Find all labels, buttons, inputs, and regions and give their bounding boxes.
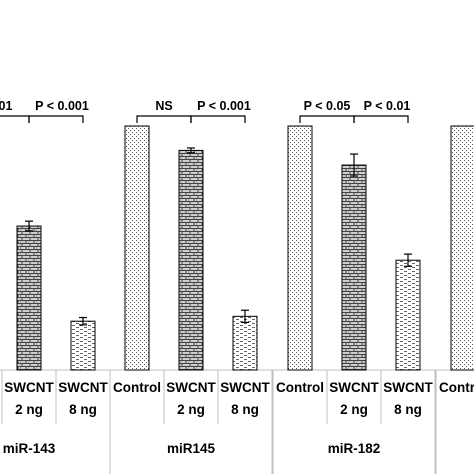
significance-label: P < 0.001 [35, 99, 89, 113]
category-label: Control [113, 380, 161, 395]
bar [178, 149, 204, 371]
category-label: 2 ng [340, 402, 368, 417]
significance-label: NS [155, 99, 172, 113]
significance-bracket [28, 115, 84, 123]
group-label: miR-182 [328, 441, 381, 456]
category-label: SWCNT [4, 380, 54, 395]
category-label: Control [276, 380, 324, 395]
significance-bracket [190, 115, 246, 123]
group-label: miR145 [167, 441, 216, 456]
category-label: 2 ng [15, 402, 43, 417]
category-label: SWCNT [220, 380, 270, 395]
category-label: 8 ng [394, 402, 422, 417]
bar [450, 125, 474, 371]
significance-label: P < 0.05 [304, 99, 351, 113]
category-label: SWCNT [166, 380, 216, 395]
significance-label: P < 0.01 [364, 99, 411, 113]
significance-label: 001 [0, 99, 12, 113]
bar [124, 125, 150, 371]
category-label: 8 ng [69, 402, 97, 417]
category-label: SWCNT [58, 380, 108, 395]
significance-bracket [299, 115, 355, 123]
bar [70, 320, 96, 371]
category-label: 2 ng [177, 402, 205, 417]
group-label: miR-143 [3, 441, 56, 456]
significance-bracket [0, 115, 30, 123]
significance-label: P < 0.001 [197, 99, 251, 113]
category-label: Control [439, 380, 474, 395]
category-label: SWCNT [329, 380, 379, 395]
bar [16, 225, 42, 371]
bar [232, 315, 258, 371]
chart-marks: Control SWCNT 2 ng SWCNT 8 ng miR-143 001 P < 0… [0, 99, 474, 474]
significance-bracket [353, 115, 409, 123]
category-label: SWCNT [383, 380, 433, 395]
bar [287, 125, 313, 371]
significance-bracket [136, 115, 192, 123]
bar [395, 259, 421, 371]
bar [341, 164, 367, 371]
category-label: 8 ng [231, 402, 259, 417]
